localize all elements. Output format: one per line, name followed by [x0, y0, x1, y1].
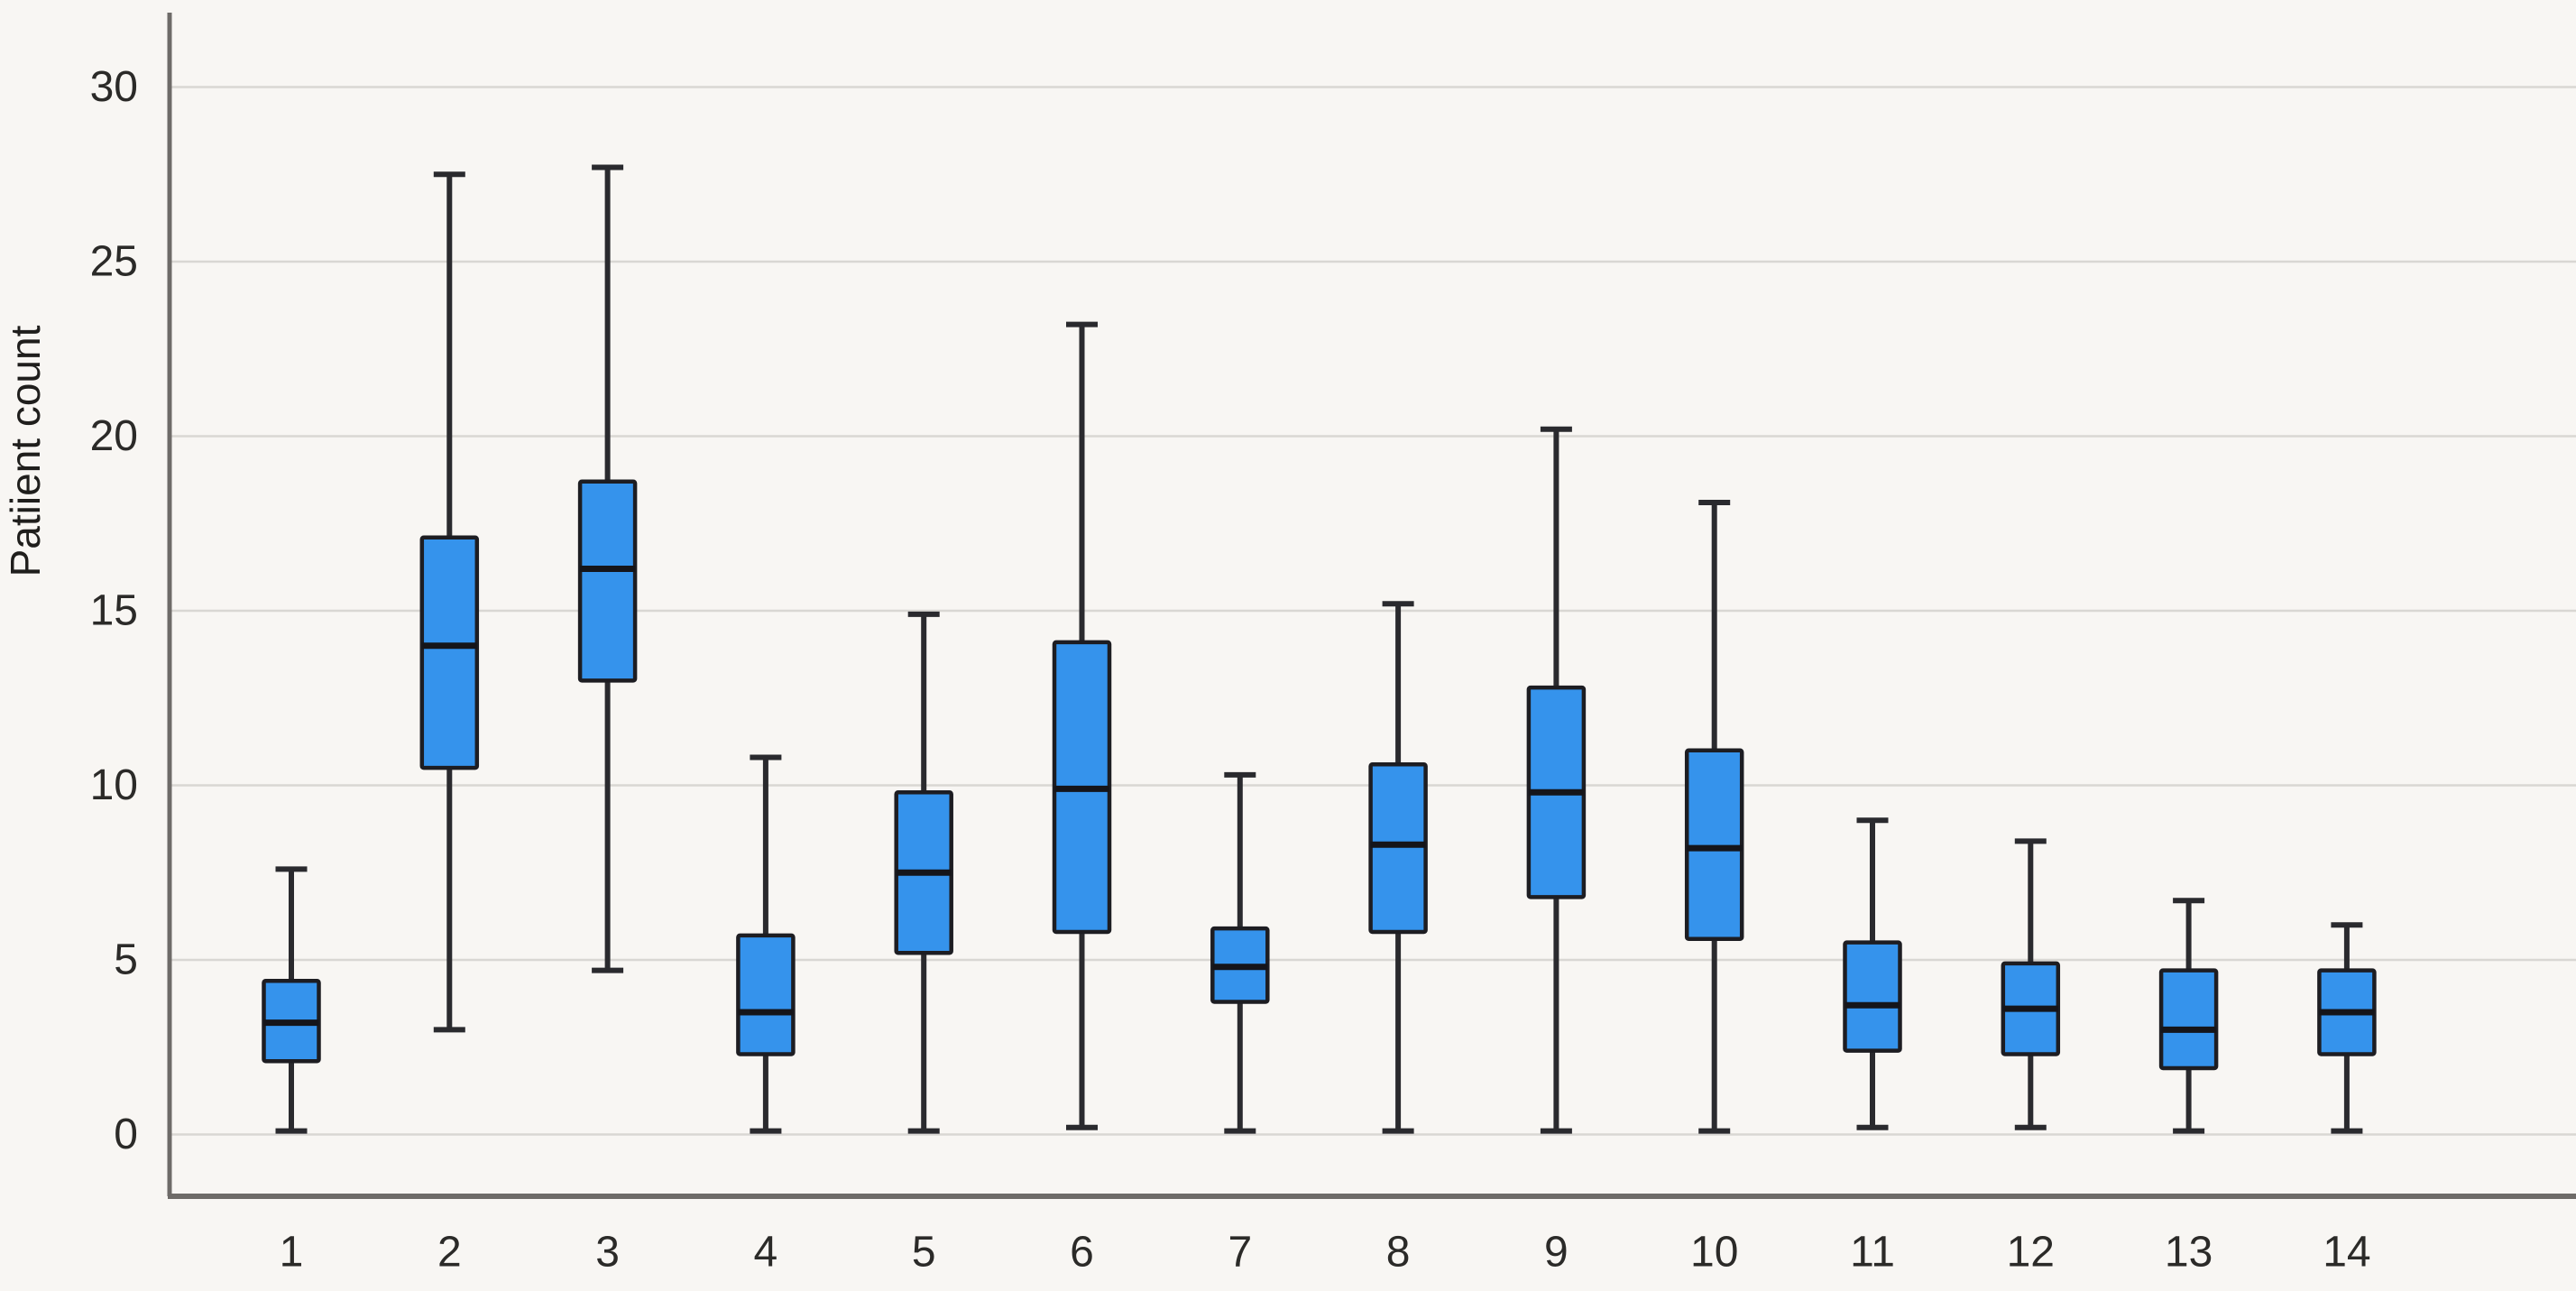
box-11: [1843, 817, 1902, 1130]
y-tick-label-20: 20: [90, 412, 138, 460]
x-tick-label-10: 10: [1690, 1229, 1738, 1277]
box-13: [2158, 898, 2219, 1134]
x-tick-label-2: 2: [437, 1229, 462, 1277]
box-2: [419, 171, 480, 1033]
x-tick-label-7: 7: [1228, 1229, 1252, 1277]
box-14: [2317, 922, 2377, 1134]
box-9: [1526, 426, 1587, 1134]
x-tick-label-4: 4: [754, 1229, 778, 1277]
box-3: [577, 164, 638, 973]
x-tick-label-11: 11: [1850, 1229, 1895, 1277]
box-10: [1684, 500, 1744, 1134]
box-series: [262, 164, 2377, 1134]
x-tick-label-9: 9: [1544, 1229, 1569, 1277]
box-13-iqr: [2158, 968, 2219, 1071]
box-8-iqr: [1368, 762, 1428, 935]
x-tick-label-6: 6: [1070, 1229, 1094, 1277]
box-4: [736, 754, 796, 1134]
x-tick-label-14: 14: [2323, 1229, 2370, 1277]
axes: [167, 13, 2576, 1199]
x-tick-label-1: 1: [280, 1229, 304, 1277]
y-tick-label-15: 15: [90, 587, 138, 635]
box-6: [1052, 321, 1112, 1130]
x-tick-label-5: 5: [912, 1229, 936, 1277]
y-tick-label-30: 30: [90, 63, 138, 111]
y-tick-label-0: 0: [114, 1111, 138, 1158]
box-11-iqr: [1843, 940, 1902, 1053]
y-tick-label-5: 5: [114, 936, 138, 984]
y-axis-title: Patiient count: [2, 325, 49, 576]
y-tick-label-25: 25: [90, 238, 138, 286]
box-8: [1368, 601, 1428, 1134]
x-tick-label-13: 13: [2165, 1229, 2213, 1277]
box-2-iqr: [419, 535, 480, 770]
box-5: [894, 611, 953, 1134]
x-tick-label-12: 12: [2007, 1229, 2055, 1277]
x-tick-label-3: 3: [595, 1229, 620, 1277]
box-3-iqr: [577, 479, 638, 683]
box-7: [1210, 771, 1270, 1134]
box-12: [2001, 838, 2061, 1130]
y-tick-label-10: 10: [90, 761, 138, 809]
box-1: [262, 866, 321, 1134]
box-4-iqr: [736, 933, 796, 1056]
box-10-iqr: [1684, 748, 1744, 942]
x-tick-label-8: 8: [1386, 1229, 1411, 1277]
